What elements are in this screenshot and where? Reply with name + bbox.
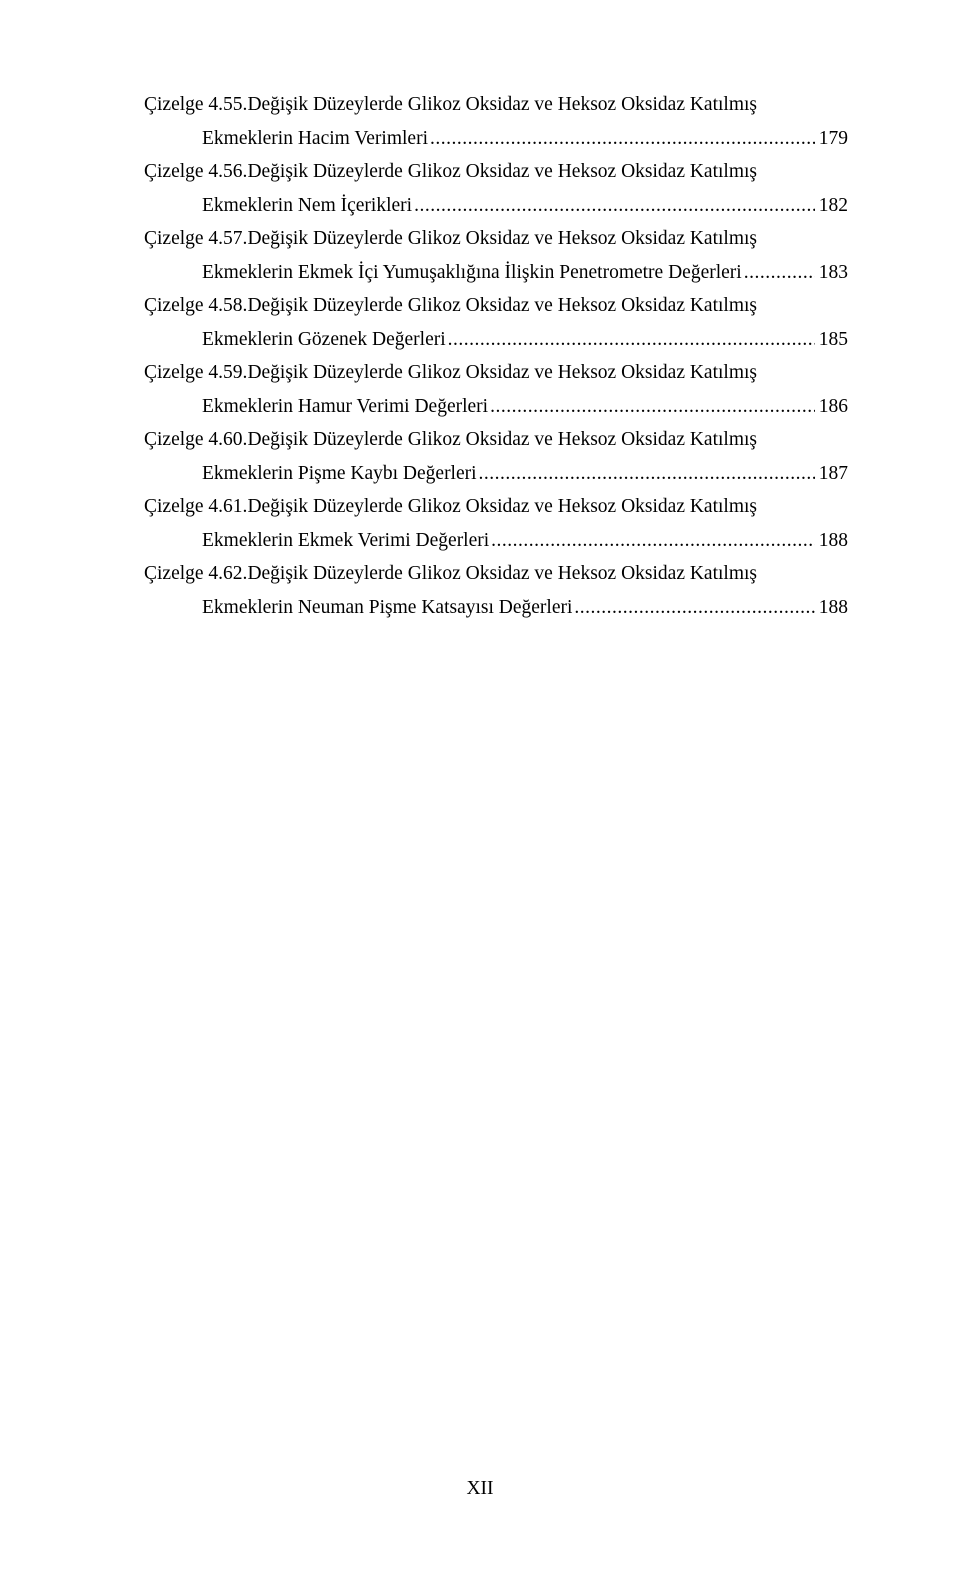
toc-entry-line2: Ekmeklerin Neuman Pişme Katsayısı Değerl… bbox=[144, 598, 848, 618]
toc-entry-label: Çizelge 4.56. bbox=[144, 162, 247, 182]
toc-entry-label: Çizelge 4.58. bbox=[144, 296, 247, 316]
toc-entry-page: 179 bbox=[817, 129, 848, 149]
toc-entry-line2: Ekmeklerin Ekmek Verimi Değerleri 188 bbox=[144, 531, 848, 551]
toc-entry-title-start: Değişik Düzeylerde Glikoz Oksidaz ve Hek… bbox=[247, 363, 757, 383]
toc-entry: Çizelge 4.62. Değişik Düzeylerde Glikoz … bbox=[144, 564, 848, 617]
toc-entry-title-start: Değişik Düzeylerde Glikoz Oksidaz ve Hek… bbox=[247, 95, 757, 115]
toc-entry-page: 185 bbox=[817, 330, 848, 350]
toc-entry-line1: Çizelge 4.56. Değişik Düzeylerde Glikoz … bbox=[144, 162, 848, 182]
toc-leader-dots bbox=[479, 464, 815, 484]
toc-entry-line1: Çizelge 4.58. Değişik Düzeylerde Glikoz … bbox=[144, 296, 848, 316]
page-footer: XII bbox=[0, 1479, 960, 1499]
toc-entry-line2: Ekmeklerin Gözenek Değerleri 185 bbox=[144, 330, 848, 350]
toc-entry-page: 188 bbox=[817, 598, 848, 618]
toc-entry-line1: Çizelge 4.57. Değişik Düzeylerde Glikoz … bbox=[144, 229, 848, 249]
toc-entry-label: Çizelge 4.59. bbox=[144, 363, 247, 383]
toc-entry: Çizelge 4.55. Değişik Düzeylerde Glikoz … bbox=[144, 95, 848, 148]
toc-leader-dots bbox=[744, 263, 815, 283]
toc-entry-line2: Ekmeklerin Nem İçerikleri 182 bbox=[144, 196, 848, 216]
toc-leader-dots bbox=[430, 129, 815, 149]
toc-entry-title-end: Ekmeklerin Hamur Verimi Değerleri bbox=[202, 397, 488, 417]
toc-leader-dots bbox=[490, 397, 815, 417]
toc-entry-label: Çizelge 4.57. bbox=[144, 229, 247, 249]
toc-entry-line2: Ekmeklerin Pişme Kaybı Değerleri 187 bbox=[144, 464, 848, 484]
toc-entry-title-end: Ekmeklerin Neuman Pişme Katsayısı Değerl… bbox=[202, 598, 572, 618]
toc-entry-title-start: Değişik Düzeylerde Glikoz Oksidaz ve Hek… bbox=[247, 296, 757, 316]
toc-leader-dots bbox=[574, 598, 814, 618]
toc-entry-title-start: Değişik Düzeylerde Glikoz Oksidaz ve Hek… bbox=[247, 564, 757, 584]
toc-entry-title-end: Ekmeklerin Gözenek Değerleri bbox=[202, 330, 446, 350]
toc-entry-line1: Çizelge 4.55. Değişik Düzeylerde Glikoz … bbox=[144, 95, 848, 115]
toc-entry-title-end: Ekmeklerin Pişme Kaybı Değerleri bbox=[202, 464, 477, 484]
toc-entry-label: Çizelge 4.62. bbox=[144, 564, 247, 584]
toc-entry-page: 186 bbox=[817, 397, 848, 417]
toc-entry-line1: Çizelge 4.61. Değişik Düzeylerde Glikoz … bbox=[144, 497, 848, 517]
toc-entry-title-start: Değişik Düzeylerde Glikoz Oksidaz ve Hek… bbox=[247, 497, 757, 517]
toc-entry-title-start: Değişik Düzeylerde Glikoz Oksidaz ve Hek… bbox=[247, 229, 757, 249]
toc-entry-page: 182 bbox=[817, 196, 848, 216]
toc-entry-page: 183 bbox=[817, 263, 848, 283]
toc-entry-line1: Çizelge 4.60. Değişik Düzeylerde Glikoz … bbox=[144, 430, 848, 450]
toc-entry-line2: Ekmeklerin Hamur Verimi Değerleri 186 bbox=[144, 397, 848, 417]
toc-entry-title-start: Değişik Düzeylerde Glikoz Oksidaz ve Hek… bbox=[247, 162, 757, 182]
toc-entry: Çizelge 4.61. Değişik Düzeylerde Glikoz … bbox=[144, 497, 848, 550]
toc-entry: Çizelge 4.59. Değişik Düzeylerde Glikoz … bbox=[144, 363, 848, 416]
document-page: Çizelge 4.55. Değişik Düzeylerde Glikoz … bbox=[0, 0, 960, 1593]
toc-entry-label: Çizelge 4.60. bbox=[144, 430, 247, 450]
toc-entry: Çizelge 4.56. Değişik Düzeylerde Glikoz … bbox=[144, 162, 848, 215]
toc-entry-page: 188 bbox=[817, 531, 848, 551]
toc-entry-label: Çizelge 4.61. bbox=[144, 497, 247, 517]
toc-entry-title-end: Ekmeklerin Nem İçerikleri bbox=[202, 196, 412, 216]
toc-entry-title-start: Değişik Düzeylerde Glikoz Oksidaz ve Hek… bbox=[247, 430, 757, 450]
toc-leader-dots bbox=[414, 196, 815, 216]
toc-entry-line2: Ekmeklerin Ekmek İçi Yumuşaklığına İlişk… bbox=[144, 263, 848, 283]
toc-entry-line1: Çizelge 4.59. Değişik Düzeylerde Glikoz … bbox=[144, 363, 848, 383]
toc-entry-title-end: Ekmeklerin Ekmek Verimi Değerleri bbox=[202, 531, 489, 551]
toc-entry-title-end: Ekmeklerin Ekmek İçi Yumuşaklığına İlişk… bbox=[202, 263, 742, 283]
toc-entry-label: Çizelge 4.55. bbox=[144, 95, 247, 115]
toc-leader-dots bbox=[491, 531, 815, 551]
table-of-contents: Çizelge 4.55. Değişik Düzeylerde Glikoz … bbox=[144, 95, 848, 617]
page-number-roman: XII bbox=[466, 1478, 493, 1499]
toc-leader-dots bbox=[448, 330, 815, 350]
toc-entry-line2: Ekmeklerin Hacim Verimleri 179 bbox=[144, 129, 848, 149]
toc-entry-page: 187 bbox=[817, 464, 848, 484]
toc-entry: Çizelge 4.58. Değişik Düzeylerde Glikoz … bbox=[144, 296, 848, 349]
toc-entry: Çizelge 4.60. Değişik Düzeylerde Glikoz … bbox=[144, 430, 848, 483]
toc-entry: Çizelge 4.57. Değişik Düzeylerde Glikoz … bbox=[144, 229, 848, 282]
toc-entry-line1: Çizelge 4.62. Değişik Düzeylerde Glikoz … bbox=[144, 564, 848, 584]
toc-entry-title-end: Ekmeklerin Hacim Verimleri bbox=[202, 129, 428, 149]
